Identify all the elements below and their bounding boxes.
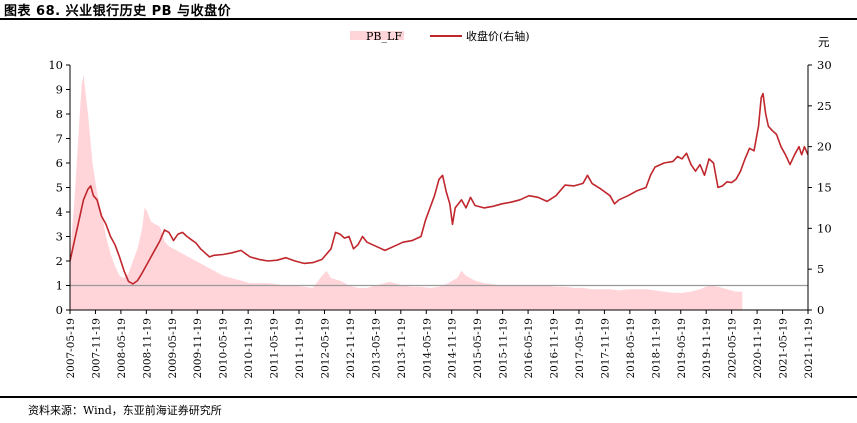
left-tick-label: 4 <box>56 205 63 219</box>
x-tick-label: 2014-05-19 <box>421 318 433 379</box>
x-tick-label: 2016-05-19 <box>523 318 535 379</box>
x-tick-label: 2009-05-19 <box>167 318 179 379</box>
x-tick-label: 2015-05-19 <box>472 318 484 379</box>
x-tick-label: 2013-11-19 <box>396 318 408 379</box>
x-tick-label: 2010-11-19 <box>243 318 255 379</box>
left-tick-label: 5 <box>56 181 63 195</box>
legend-swatch-pb <box>350 31 404 40</box>
x-tick-label: 2020-05-19 <box>727 318 739 379</box>
x-tick-label: 2013-05-19 <box>370 318 382 379</box>
x-tick-label: 2014-11-19 <box>447 318 459 379</box>
right-tick-label: 15 <box>817 181 832 195</box>
pb-area <box>70 74 743 310</box>
x-tick-label: 2010-05-19 <box>218 318 230 379</box>
x-tick-label: 2012-05-19 <box>319 318 331 379</box>
x-tick-label: 2016-11-19 <box>549 318 561 379</box>
x-tick-label: 2019-05-19 <box>676 318 688 379</box>
x-tick-label: 2007-05-19 <box>65 318 77 379</box>
left-tick-label: 9 <box>56 83 63 97</box>
chart-svg: 0 1 2 3 4 5 6 7 8 9 10 0 5 10 15 20 25 30 2007-05-19 2007-1… <box>48 29 831 379</box>
x-tick-label: 2009-11-19 <box>192 318 204 379</box>
x-tick-label: 2008-05-19 <box>116 318 128 379</box>
x-tick-label: 2019-11-19 <box>701 318 713 379</box>
right-axis-unit: 元 <box>818 35 830 49</box>
left-tick-label: 7 <box>56 132 63 146</box>
source-note: 资料来源：Wind，东亚前海证券研究所 <box>28 404 222 417</box>
x-tick-label: 2011-05-19 <box>269 318 281 379</box>
x-tick-label: 2017-05-19 <box>574 318 586 379</box>
right-tick-label: 25 <box>817 99 832 113</box>
price-line <box>69 92 809 285</box>
right-tick-label: 30 <box>817 58 832 72</box>
x-tick-label: 2021-11-19 <box>803 318 815 379</box>
x-tick-label: 2018-11-19 <box>650 318 662 379</box>
plot-area <box>69 74 809 310</box>
x-tick-label: 2012-11-19 <box>345 318 357 379</box>
figure-title: 图表 68. 兴业银行历史 PB 与收盘价 <box>4 4 232 19</box>
right-tick-label: 0 <box>817 303 824 317</box>
legend: PB_LF 收盘价(右轴) <box>350 29 530 43</box>
right-tick-label: 20 <box>817 140 832 154</box>
x-tick-label: 2008-11-19 <box>141 318 153 379</box>
x-tick-label: 2007-11-19 <box>90 318 102 379</box>
x-tick-label: 2015-11-19 <box>498 318 510 379</box>
legend-label-pb: PB_LF <box>366 30 402 43</box>
x-tick-label: 2011-11-19 <box>294 318 306 379</box>
axes: 0 1 2 3 4 5 6 7 8 9 10 0 5 10 15 20 25 30 2007-05-19 2007-1… <box>48 58 831 379</box>
right-tick-label: 5 <box>817 262 824 276</box>
x-tick-label: 2017-11-19 <box>599 318 611 379</box>
legend-label-price: 收盘价(右轴) <box>466 29 530 43</box>
top-rule <box>0 18 857 20</box>
left-tick-label: 10 <box>48 58 63 72</box>
x-tick-label: 2020-11-19 <box>752 318 764 379</box>
left-tick-label: 3 <box>56 230 63 244</box>
bottom-rule <box>0 396 857 398</box>
x-tick-label: 2021-05-19 <box>778 318 790 379</box>
left-tick-label: 2 <box>56 254 63 268</box>
left-tick-label: 0 <box>56 303 63 317</box>
right-tick-label: 10 <box>817 221 832 235</box>
left-tick-label: 8 <box>56 107 63 121</box>
left-tick-label: 6 <box>56 156 63 170</box>
x-tick-label: 2018-05-19 <box>625 318 637 379</box>
left-tick-label: 1 <box>56 279 63 293</box>
